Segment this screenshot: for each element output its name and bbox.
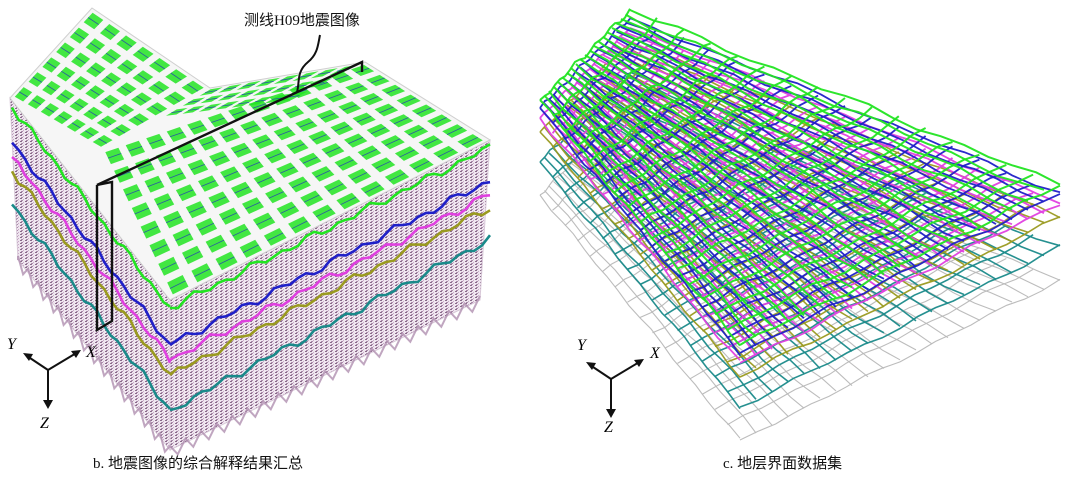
caption-c: c. 地层界面数据集	[723, 456, 843, 472]
axis-x-label: X	[649, 345, 661, 362]
top-grid-cells	[14, 12, 483, 295]
horizon-layer	[539, 8, 1061, 347]
survey-line-callout: 测线H09地震图像	[95, 12, 364, 333]
seismic-volume	[9, 7, 492, 457]
axes-indicator-c: X Y Z	[577, 337, 661, 436]
axes-indicator-b: X Y Z	[7, 336, 97, 432]
caption-b: b. 地震图像的综合解释结果汇总	[93, 456, 304, 472]
horizon-mesh-panel: X Y Z	[539, 8, 1061, 441]
seismic-volume-panel: 测线H09地震图像 X Y Z	[7, 7, 492, 457]
axis-z-label: Z	[40, 415, 50, 432]
survey-line-outline	[96, 60, 364, 187]
horizon-mesh	[539, 8, 1061, 441]
callout-leader	[296, 34, 321, 93]
axis-z-label: Z	[604, 419, 614, 436]
survey-line-label: 测线H09地震图像	[244, 12, 360, 29]
survey-line-frame	[95, 180, 114, 333]
axis-y-label: Y	[577, 337, 588, 354]
axis-y-label: Y	[7, 336, 18, 353]
axis-x-label: X	[85, 344, 97, 361]
horizon-traces	[10, 106, 492, 412]
